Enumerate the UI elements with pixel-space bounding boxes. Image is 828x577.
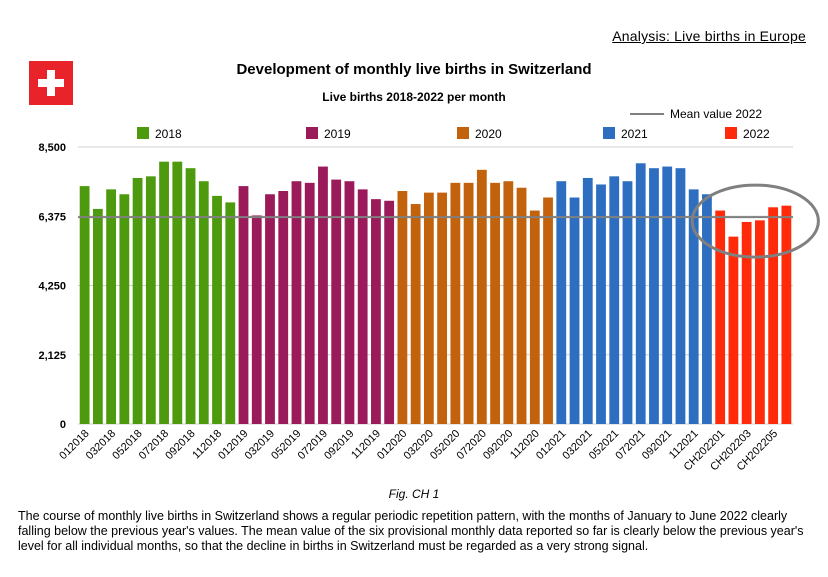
bar (212, 195, 222, 424)
bar (331, 179, 342, 424)
legend-swatch (137, 127, 149, 139)
bar (145, 176, 156, 424)
bar (423, 192, 434, 424)
bar (251, 215, 262, 424)
bar (92, 208, 103, 424)
bar (265, 194, 275, 424)
x-tick-label: 092021 (640, 428, 674, 462)
bar (622, 181, 633, 424)
bar (384, 200, 395, 424)
bar (649, 168, 659, 424)
y-tick-label: 6,375 (38, 211, 66, 223)
swiss-flag-icon (29, 61, 73, 105)
bar (106, 189, 117, 424)
bar (410, 204, 421, 424)
bar (702, 194, 712, 424)
y-tick-label: 8,500 (38, 142, 66, 154)
chart-subtitle: Live births 2018-2022 per month (322, 90, 506, 104)
bar (741, 221, 752, 424)
bar (318, 166, 328, 424)
bar (596, 184, 606, 424)
bar (132, 177, 143, 424)
bar (172, 161, 183, 424)
figure-caption: Fig. CH 1 (388, 487, 440, 501)
bar (768, 207, 779, 424)
highlight-ellipse (690, 183, 820, 259)
bar (503, 181, 514, 424)
bar (609, 176, 620, 424)
mean-legend-label: Mean value 2022 (670, 107, 762, 121)
legend-label: 2018 (155, 127, 182, 141)
analysis-link[interactable]: Analysis: Live births in Europe (612, 28, 806, 44)
y-tick-label: 0 (60, 419, 66, 431)
bar (450, 182, 461, 424)
bar (119, 194, 130, 424)
x-tick-label: 092018 (163, 428, 197, 462)
bar (304, 182, 315, 424)
bar (238, 186, 249, 424)
legend-swatch (603, 127, 615, 139)
bar (278, 190, 289, 424)
bar (569, 197, 580, 424)
bar (490, 182, 500, 424)
bar (437, 192, 448, 424)
chart-description: The course of monthly live births in Swi… (18, 509, 804, 553)
legend-swatch (725, 127, 737, 139)
legend-label: 2020 (475, 127, 502, 141)
x-tick-label: 092019 (322, 428, 356, 462)
bar (397, 190, 408, 424)
legend-label: 2019 (324, 127, 351, 141)
bar (675, 168, 686, 424)
y-tick-label: 2,125 (38, 350, 66, 362)
bar (357, 189, 368, 424)
bar (556, 181, 567, 424)
bar (715, 210, 726, 424)
bar (344, 181, 355, 424)
chart-title: Development of monthly live births in Sw… (236, 61, 592, 78)
bar (529, 210, 540, 424)
bar (291, 181, 302, 424)
legend-swatch (457, 127, 469, 139)
bar (728, 236, 739, 424)
legend-swatch (306, 127, 318, 139)
bar (476, 169, 487, 424)
bar (159, 161, 169, 424)
births-bar-chart: 02,1254,2506,3758,5000120180320180520180… (38, 107, 820, 473)
bar (635, 163, 646, 424)
bar (463, 182, 474, 424)
bar (198, 181, 209, 424)
bar (781, 205, 792, 424)
bar (688, 189, 699, 424)
bar (516, 187, 527, 424)
bar (225, 202, 236, 424)
bar (662, 166, 673, 424)
bar (582, 177, 593, 424)
legend-label: 2022 (743, 127, 770, 141)
x-tick-label: 092020 (481, 428, 515, 462)
legend-label: 2021 (621, 127, 648, 141)
bar (754, 220, 765, 424)
y-tick-label: 4,250 (38, 281, 66, 293)
bar (185, 168, 196, 424)
bar (79, 186, 90, 424)
bar (543, 197, 553, 424)
bar (371, 199, 381, 424)
